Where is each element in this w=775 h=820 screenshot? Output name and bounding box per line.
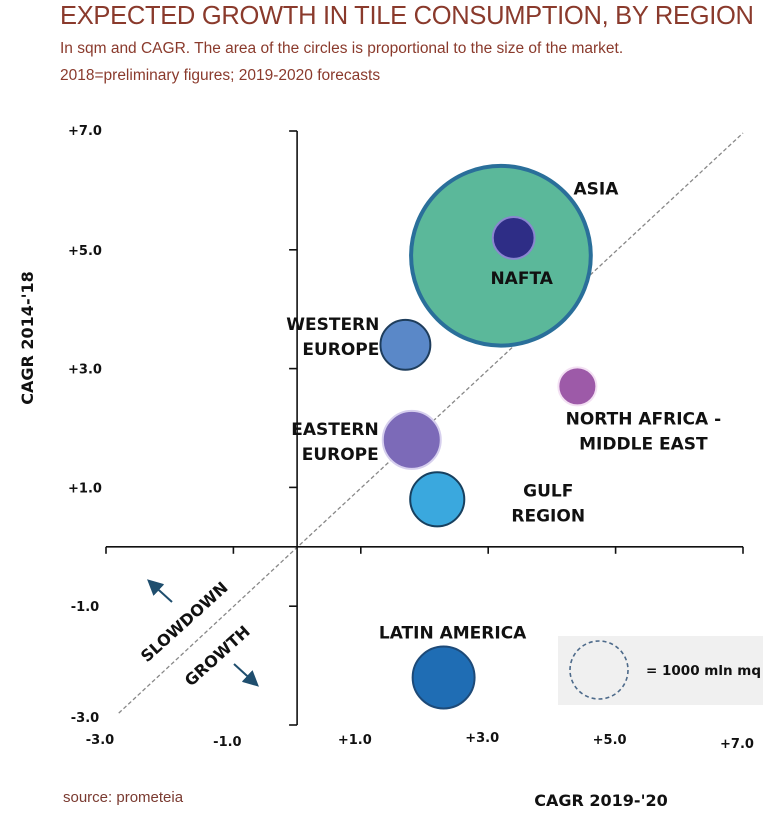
bubble-latin-america: [411, 645, 476, 710]
chart-title: EXPECTED GROWTH IN TILE CONSUMPTION, BY …: [60, 2, 754, 30]
bubble-eastern-europe: [381, 409, 442, 470]
x-tick-label: +5.0: [593, 733, 627, 748]
slowdown-arrow-icon: [147, 579, 173, 603]
bubble-gulf-region: [409, 471, 466, 528]
bubble-label-nafta: NAFTA: [490, 269, 553, 289]
legend-label: = 1000 mln mq: [646, 663, 761, 679]
chart-subtitle-line1: In sqm and CAGR. The area of the circles…: [60, 40, 624, 57]
bubble-label-north-africa-middle-east: MIDDLE EAST: [579, 434, 708, 454]
y-tick-label: +3.0: [68, 363, 102, 378]
y-tick-label: +5.0: [68, 244, 102, 259]
bubble-label-western-europe: WESTERN: [286, 315, 379, 335]
bubble-western-europe: [379, 318, 432, 371]
legend-reference-circle: [569, 640, 629, 700]
bubble-north-africa-middle-east: [557, 366, 598, 407]
x-tick-label: -3.0: [86, 733, 114, 748]
legend-box: [558, 636, 763, 705]
chart-subtitle-line2: 2018=preliminary figures; 2019-2020 fore…: [60, 67, 381, 84]
bubble-label-eastern-europe: EUROPE: [302, 445, 379, 465]
bubble-label-gulf-region: GULF: [523, 481, 573, 501]
bubble-nafta: [491, 216, 536, 260]
source-note: source: prometeia: [63, 789, 184, 806]
y-tick-label: -3.0: [71, 711, 99, 726]
bubble-label-gulf-region: REGION: [511, 506, 585, 526]
bubble-label-asia: ASIA: [573, 180, 619, 200]
growth-arrow-icon: [233, 663, 259, 687]
bubble-label-latin-america: LATIN AMERICA: [379, 623, 527, 643]
x-axis-title: CAGR 2019-'20: [534, 791, 667, 810]
growth-label: GROWTH: [181, 622, 254, 690]
x-tick-label: +1.0: [338, 733, 372, 748]
y-tick-label: +1.0: [68, 481, 102, 496]
y-tick-label: +7.0: [68, 124, 102, 139]
bubble-label-north-africa-middle-east: NORTH AFRICA -: [566, 409, 722, 429]
y-axis-title: CAGR 2014-'18: [18, 271, 37, 404]
bubble-label-western-europe: EUROPE: [302, 340, 379, 360]
y-tick-label: -1.0: [71, 600, 99, 615]
x-tick-label: +7.0: [720, 737, 754, 752]
x-tick-label: -1.0: [213, 735, 241, 750]
bubble-label-eastern-europe: EASTERN: [291, 420, 379, 440]
x-tick-label: +3.0: [465, 731, 499, 746]
